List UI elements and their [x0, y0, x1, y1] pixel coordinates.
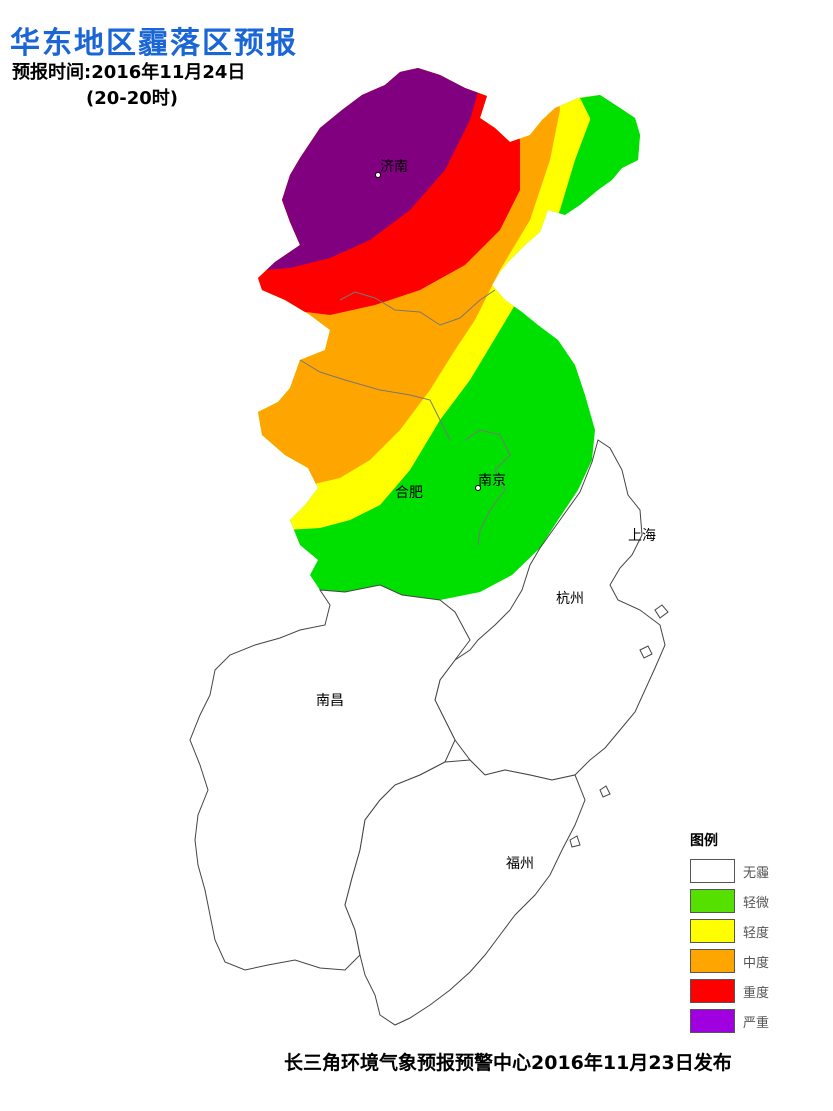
legend-label: 中度 — [743, 955, 770, 971]
nanjing-marker — [475, 485, 481, 491]
map-legend: 图例 无霾轻微轻度中度重度严重 — [690, 830, 800, 1036]
city-label-hefei: 合肥 — [395, 485, 423, 501]
issuer-footer: 长三角环境气象预报预警中心2016年11月23日发布 — [284, 1052, 732, 1074]
legend-swatch — [690, 919, 735, 943]
city-label-jinan: 济南 — [380, 159, 408, 175]
legend-item: 无霾 — [690, 856, 800, 886]
jinan-marker — [375, 172, 381, 178]
legend-items: 无霾轻微轻度中度重度严重 — [690, 856, 800, 1036]
region-zhejiang — [434, 439, 666, 781]
legend-label: 轻微 — [743, 895, 770, 911]
city-label-fuzhou: 福州 — [506, 856, 534, 872]
legend-label: 轻度 — [743, 925, 770, 941]
city-label-nanchang: 南昌 — [316, 693, 344, 709]
legend-item: 重度 — [690, 976, 800, 1006]
southern-provinces — [189, 439, 666, 1026]
region-fujian — [344, 759, 586, 1026]
forecast-date: 预报时间:2016年11月24日 — [12, 62, 246, 83]
coastal-islands — [569, 604, 669, 848]
province-boundaries — [299, 289, 511, 546]
region-jiangxi — [189, 584, 471, 971]
legend-swatch — [690, 979, 735, 1003]
city-label-shanghai: 上海 — [628, 528, 656, 544]
legend-item: 中度 — [690, 946, 800, 976]
legend-title: 图例 — [690, 833, 718, 849]
legend-swatch — [690, 889, 735, 913]
legend-item: 轻度 — [690, 916, 800, 946]
legend-label: 严重 — [743, 1015, 770, 1031]
city-label-nanjing: 南京 — [478, 473, 506, 489]
legend-label: 重度 — [743, 985, 770, 1001]
legend-swatch — [690, 949, 735, 973]
legend-item: 严重 — [690, 1006, 800, 1036]
forecast-time-range: (20-20时) — [86, 88, 179, 109]
peninsula-tip — [580, 95, 640, 168]
legend-swatch — [690, 859, 735, 883]
legend-item: 轻微 — [690, 886, 800, 916]
legend-label: 无霾 — [743, 865, 770, 881]
forecast-time-block: 预报时间:2016年11月24日 (20-20时) — [12, 60, 245, 112]
city-label-hangzhou: 杭州 — [556, 591, 584, 607]
map-title: 华东地区霾落区预报 — [10, 26, 298, 61]
legend-swatch — [690, 1009, 735, 1033]
